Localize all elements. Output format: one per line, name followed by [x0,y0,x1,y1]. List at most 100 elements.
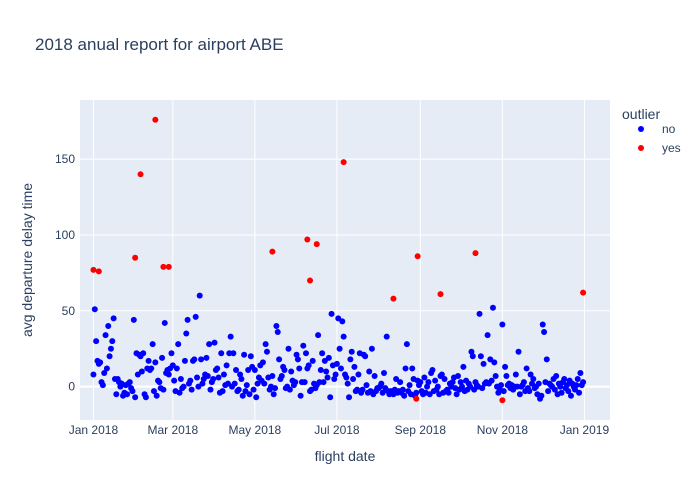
point-no [286,386,293,393]
point-yes [95,268,102,275]
point-no [459,383,466,390]
legend-label: yes [662,141,681,155]
point-no [337,365,344,372]
point-yes [152,116,159,123]
point-no [130,316,137,323]
point-no [551,386,558,393]
point-no [305,362,312,369]
point-no [539,321,546,328]
point-no [320,379,327,386]
point-no [171,377,178,384]
point-no [177,376,184,383]
point-no [421,374,428,381]
point-no [378,380,385,387]
point-no [274,329,281,336]
point-no [484,332,491,339]
point-no [241,351,248,358]
point-no [278,373,285,380]
point-no [432,377,439,384]
point-no [198,356,205,363]
legend-label: no [662,122,676,136]
point-no [460,363,467,370]
point-no [489,304,496,311]
point-no [328,310,335,317]
point-no [288,368,295,375]
x-tick-label: Jan 2018 [69,423,119,437]
point-no [399,386,406,393]
point-no [176,389,183,396]
point-no [468,348,475,355]
point-no [577,369,584,376]
point-no [93,338,100,345]
point-no [91,306,98,313]
point-no [530,376,537,383]
point-no [424,383,431,390]
point-no [573,382,580,389]
point-no [142,394,149,401]
x-tick-label: Sep 2018 [395,423,447,437]
point-yes [499,397,506,404]
point-no [371,373,378,380]
point-no [580,379,587,386]
point-no [103,365,110,372]
point-no [220,371,227,378]
point-no [230,350,237,357]
point-no [253,394,260,401]
point-no [332,371,339,378]
point-no [538,392,545,399]
point-no [449,379,456,386]
point-no [153,392,160,399]
point-no [359,386,366,393]
point-yes [160,263,167,270]
point-no [565,388,572,395]
point-no [159,354,166,361]
point-no [397,379,404,386]
point-no [368,345,375,352]
point-no [285,345,292,352]
point-yes [269,248,276,255]
point-no [168,350,175,357]
point-no [235,386,242,393]
point-no [149,341,156,348]
point-no [309,357,316,364]
point-no [273,322,280,329]
point-no [331,376,338,383]
point-no [545,388,552,395]
point-no [535,380,542,387]
point-no [413,389,420,396]
point-no [344,380,351,387]
point-no [180,383,187,390]
point-no [161,319,168,326]
legend-item-no[interactable]: no [638,122,676,136]
point-no [250,386,257,393]
point-no [140,350,147,357]
point-no [438,371,445,378]
point-no [214,365,221,372]
point-no [247,353,254,360]
legend[interactable]: outlier no yes [622,106,681,155]
point-no [113,391,120,398]
point-no [231,380,238,387]
point-no [402,365,409,372]
point-no [323,368,330,375]
y-tick-label: 50 [62,304,76,318]
point-no [294,356,301,363]
point-no [350,376,357,383]
point-no [102,332,109,339]
point-no [192,313,199,320]
point-no [238,376,245,383]
x-tick-label: Jul 2018 [314,423,360,437]
point-no [263,348,270,355]
point-yes [340,159,347,166]
point-no [425,379,432,386]
point-no [160,386,167,393]
point-no [199,380,206,387]
point-no [434,383,441,390]
point-no [259,359,266,366]
point-no [343,374,350,381]
point-no [223,362,230,369]
y-tick-label: 150 [55,152,75,166]
point-no [106,353,113,360]
legend-item-yes[interactable]: yes [638,141,681,155]
point-no [276,356,283,363]
